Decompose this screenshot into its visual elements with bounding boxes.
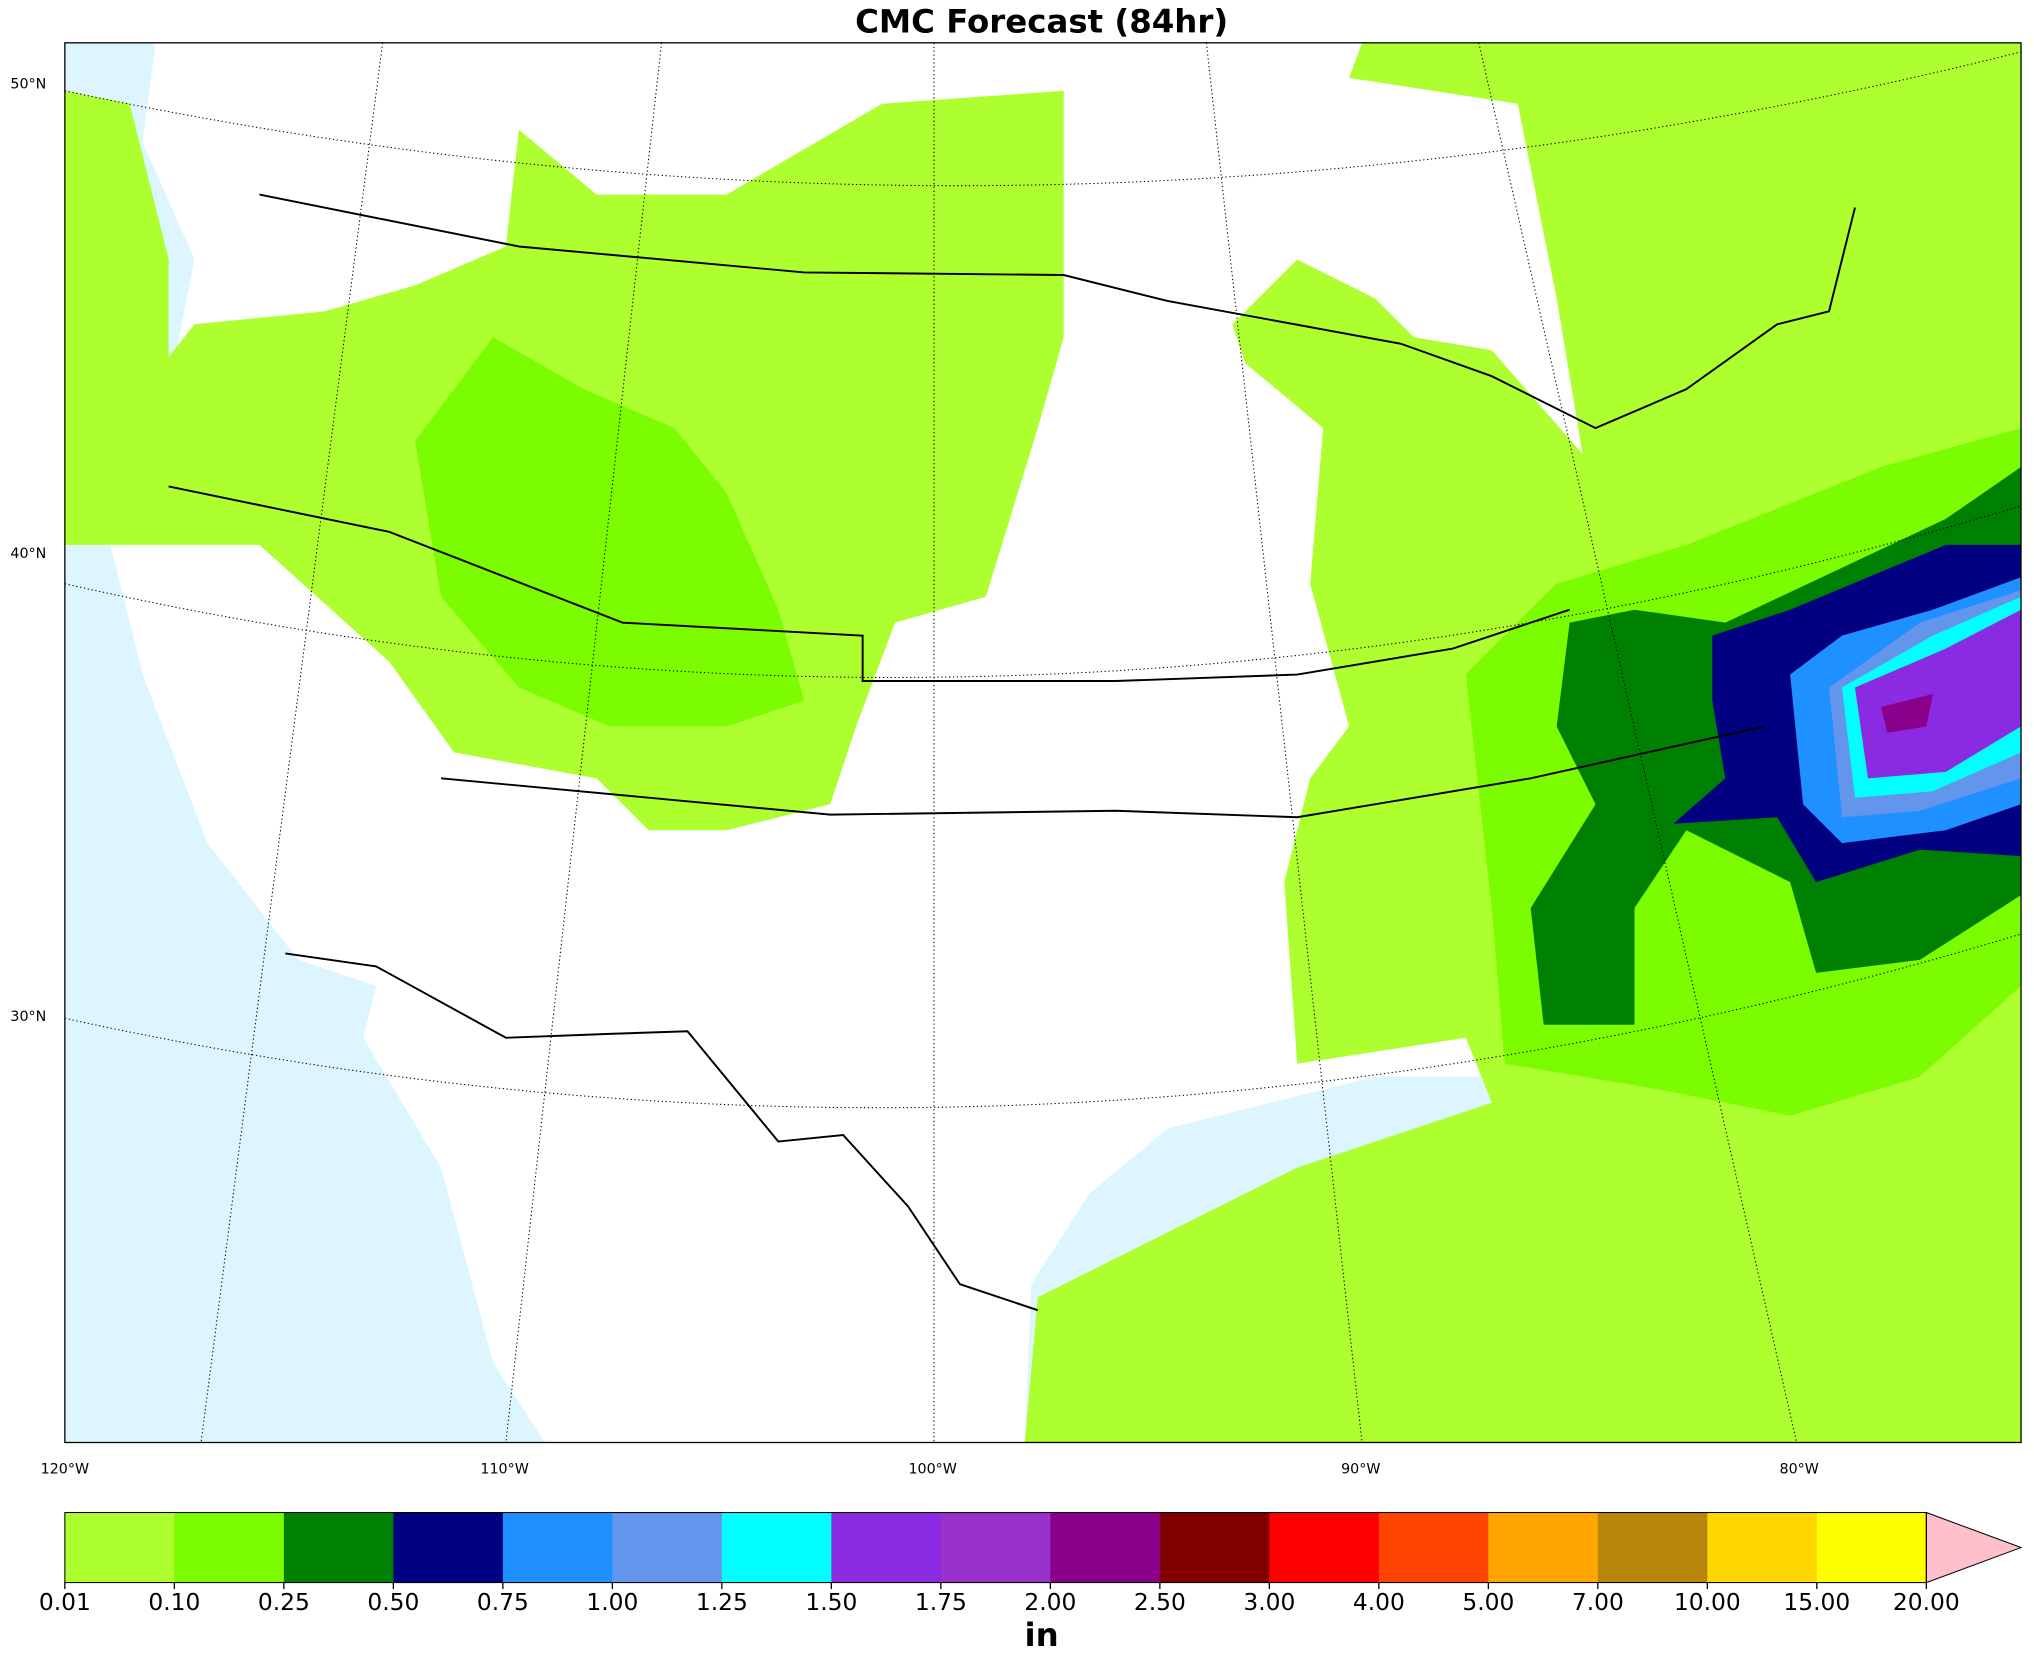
colorbar-swatch (940, 1512, 1051, 1583)
colorbar-swatch (1816, 1512, 1927, 1583)
colorbar-tick-label: 10.00 (1674, 1588, 1741, 1616)
colorbar-tick-label: 0.10 (148, 1588, 200, 1616)
colorbar-tick-label: 0.25 (258, 1588, 310, 1616)
map (64, 42, 2022, 1444)
colorbar-swatch (502, 1512, 614, 1583)
colorbar-tick-label: 7.00 (1572, 1588, 1624, 1616)
lon-label: 90°W (1341, 1462, 1380, 1478)
precip-area (415, 337, 805, 727)
colorbar-tick-label: 4.00 (1353, 1588, 1405, 1616)
colorbar-unit: in (1025, 1616, 1059, 1654)
colorbar-swatch (1707, 1512, 1818, 1583)
ocean (64, 42, 545, 1443)
border (440, 725, 1765, 819)
colorbar-swatch (64, 1512, 176, 1583)
colorbar-tick-label: 15.00 (1783, 1588, 1850, 1616)
colorbar-tick-label: 0.50 (367, 1588, 419, 1616)
colorbar-tick-label: 1.50 (805, 1588, 857, 1616)
colorbar-tick-label: 0.01 (39, 1588, 91, 1616)
map-frame (64, 42, 2022, 1444)
lon-label: 100°W (908, 1462, 956, 1478)
colorbar-tick-label: 20.00 (1893, 1588, 1960, 1616)
border (168, 485, 1570, 683)
colorbar-extend (1925, 1511, 2023, 1584)
colorbar-swatch (831, 1512, 942, 1583)
lat-label: 40°N (10, 546, 46, 562)
colorbar-swatch (283, 1512, 395, 1583)
colorbar-swatch (612, 1512, 723, 1583)
precip-area (1854, 609, 2022, 779)
colorbar-swatch (1378, 1512, 1489, 1583)
border (259, 193, 1856, 430)
border (285, 952, 1039, 1312)
colorbar-swatch (1269, 1512, 1380, 1583)
colorbar-tick-label: 1.75 (915, 1588, 967, 1616)
colorbar-frame (64, 1512, 1927, 1584)
lat-label: 30°N (10, 1009, 46, 1025)
colorbar-swatch (1488, 1512, 1599, 1583)
colorbar-swatch (721, 1512, 832, 1583)
colorbar-tick-label: 3.00 (1243, 1588, 1295, 1616)
lon-label: 120°W (41, 1462, 89, 1478)
colorbar-swatch (393, 1512, 504, 1583)
lon-label: 110°W (480, 1462, 528, 1478)
colorbar-swatch (1050, 1512, 1161, 1583)
colorbar-tick-label: 2.50 (1134, 1588, 1186, 1616)
colorbar-swatch (174, 1512, 285, 1583)
colorbar-tick-label: 5.00 (1462, 1588, 1514, 1616)
colorbar-swatch (1597, 1512, 1708, 1583)
colorbar-tick-label: 1.00 (586, 1588, 638, 1616)
colorbar-tick-label: 2.00 (1024, 1588, 1076, 1616)
colorbar-swatch (1159, 1512, 1270, 1583)
title: CMC Forecast (84hr) (855, 2, 1228, 40)
lat-label: 50°N (10, 76, 46, 92)
colorbar-tick-label: 1.25 (696, 1588, 748, 1616)
lon-label: 80°W (1780, 1462, 1819, 1478)
colorbar-tick-label: 0.75 (477, 1588, 529, 1616)
